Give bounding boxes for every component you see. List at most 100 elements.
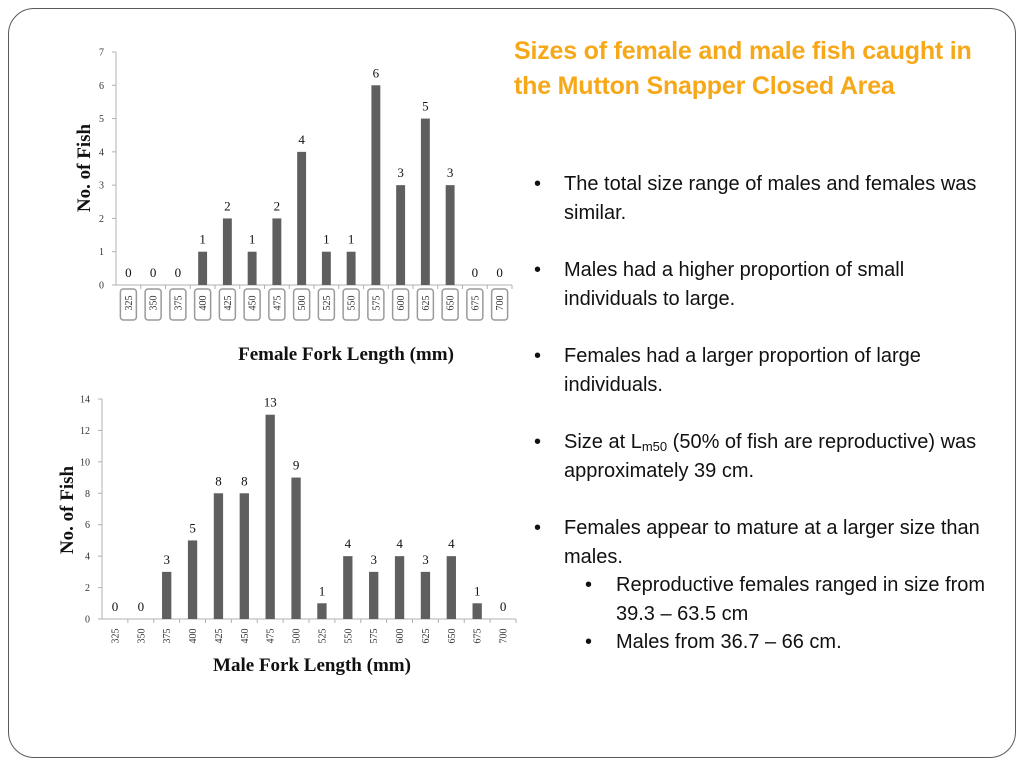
male-data-label: 1	[474, 583, 481, 598]
sub-bullet-list: Reproductive females ranged in size from…	[564, 571, 990, 657]
female-data-label: 3	[397, 165, 404, 180]
female-y-tick-label: 4	[99, 147, 104, 158]
male-x-tick-label: 525	[317, 629, 328, 644]
lm50-text-after: (50% of fish are reproductive) was appro…	[564, 431, 977, 482]
male-bar	[343, 556, 353, 619]
female-bar	[297, 151, 307, 285]
male-x-tick-label: 625	[421, 629, 432, 644]
lm50-text-before: Size at L	[564, 431, 642, 453]
male-chart: 0246810121403250350337554008425845013475…	[57, 395, 517, 676]
female-data-label: 2	[274, 198, 281, 213]
female-x-tick-box	[367, 288, 385, 321]
male-x-tick-label: 375	[162, 629, 173, 644]
male-data-label: 3	[163, 552, 170, 567]
female-data-label: 0	[175, 265, 182, 280]
female-data-label: 1	[348, 232, 355, 247]
female-bar	[371, 85, 381, 286]
male-x-tick-label: 675	[473, 629, 484, 644]
bullet-males-proportion: Males had a higher proportion of small i…	[530, 256, 990, 313]
female-x-tick-box	[391, 288, 410, 321]
bullet-size-range: The total size range of males and female…	[530, 170, 990, 227]
female-y-tick-label: 6	[99, 81, 104, 92]
female-x-tick-box	[193, 288, 212, 321]
male-x-tick-label: 700	[499, 629, 510, 644]
male-data-label: 0	[112, 599, 119, 614]
female-x-tick-label: 625	[421, 296, 432, 311]
female-data-label: 0	[472, 265, 479, 280]
male-data-label: 3	[370, 552, 377, 567]
male-data-label: 5	[189, 520, 196, 535]
male-y-axis-title: No. of Fish	[57, 466, 78, 555]
female-bar	[222, 218, 232, 285]
male-x-tick-label: 575	[369, 629, 380, 644]
male-y-tick-label: 12	[80, 426, 90, 437]
female-bar	[346, 251, 356, 285]
male-x-tick-label: 475	[266, 629, 277, 644]
female-x-tick-box	[490, 288, 509, 321]
male-bar	[187, 540, 198, 619]
female-x-tick-label: 525	[322, 296, 333, 311]
female-data-label: 5	[422, 99, 429, 114]
female-bar	[247, 251, 257, 285]
male-x-tick-label: 550	[343, 629, 354, 644]
slide-frame	[8, 8, 1016, 758]
male-x-tick-label: 650	[447, 629, 458, 644]
female-bar	[445, 185, 455, 285]
female-y-tick-label: 7	[99, 48, 104, 59]
male-y-tick-label: 10	[80, 457, 90, 468]
female-x-tick-box	[317, 288, 336, 321]
female-x-axis-title: Female Fork Length (mm)	[238, 344, 454, 365]
male-bar	[213, 493, 224, 619]
male-y-tick-label: 0	[85, 615, 90, 626]
female-x-tick-box	[144, 288, 162, 321]
bullet-females-mature: Females appear to mature at a larger siz…	[530, 514, 990, 657]
female-data-label: 0	[125, 265, 132, 280]
female-x-tick-label: 325	[124, 296, 135, 311]
slide-title: Sizes of female and male fish caught in …	[514, 37, 972, 100]
male-bar	[420, 571, 431, 619]
male-data-label: 4	[396, 536, 403, 551]
female-x-tick-box	[218, 288, 237, 321]
female-x-tick-box	[441, 288, 459, 321]
male-x-tick-label: 600	[395, 629, 406, 644]
female-x-tick-box	[268, 288, 286, 321]
female-data-label: 2	[224, 198, 231, 213]
female-data-label: 1	[323, 232, 330, 247]
female-data-label: 0	[150, 265, 157, 280]
female-x-tick-label: 575	[371, 296, 382, 311]
male-data-label: 1	[319, 583, 326, 598]
male-bar	[472, 603, 482, 619]
male-bar	[369, 571, 379, 619]
male-x-tick-label: 425	[214, 629, 225, 644]
female-x-tick-box	[466, 288, 484, 321]
female-bar	[272, 218, 282, 285]
male-x-tick-label: 450	[240, 629, 251, 644]
male-y-tick-label: 6	[85, 520, 90, 531]
female-data-label: 1	[249, 232, 256, 247]
male-y-tick-label: 2	[85, 583, 90, 594]
sub-bullet-males-range: Males from 36.7 – 66 cm.	[564, 628, 990, 657]
male-y-tick-label: 8	[85, 489, 90, 500]
female-x-tick-label: 400	[198, 296, 209, 311]
female-x-tick-label: 550	[347, 296, 358, 311]
bullet-females-mature-text: Females appear to mature at a larger siz…	[564, 517, 980, 568]
male-data-label: 8	[241, 473, 248, 488]
female-x-tick-label: 500	[297, 296, 308, 311]
male-data-label: 4	[345, 536, 352, 551]
male-data-label: 0	[500, 599, 507, 614]
female-x-tick-label: 350	[149, 296, 160, 311]
male-x-tick-label: 500	[292, 629, 303, 644]
male-data-label: 4	[448, 536, 455, 551]
sub-bullet-females-range: Reproductive females ranged in size from…	[564, 571, 990, 628]
female-x-tick-label: 600	[396, 296, 407, 311]
female-x-tick-label: 475	[272, 296, 283, 311]
male-x-tick-label: 350	[136, 629, 147, 644]
female-x-tick-box	[342, 288, 360, 321]
male-x-tick-label: 325	[110, 629, 121, 644]
female-x-tick-label: 675	[470, 296, 481, 311]
female-bar	[420, 118, 430, 285]
male-x-tick-label: 400	[188, 629, 199, 644]
lm50-subscript: m50	[641, 439, 668, 454]
female-data-label: 4	[298, 132, 305, 147]
male-y-tick-label: 14	[80, 395, 90, 406]
